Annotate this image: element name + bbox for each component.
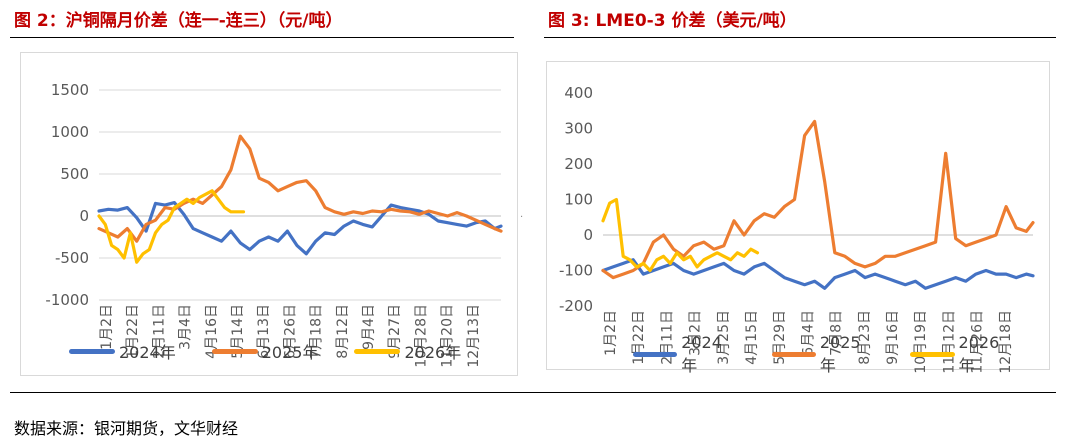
figure-2-legend: 2024年 2025年 2026年	[69, 339, 497, 363]
y-tick-label: 200	[564, 155, 593, 173]
y-tick-label: -100	[559, 262, 593, 280]
series-line-2025年	[97, 134, 503, 243]
figure-2-plot: 1500 1000 500 0 -500 -1000 1月2日 1月22日 2月11日 3月4日 4…	[45, 81, 503, 368]
x-tick-label: 11月20日	[440, 304, 456, 368]
bottom-rule	[10, 392, 1056, 393]
legend-swatch-2025	[771, 352, 816, 357]
x-tick-label: 7月18日	[309, 304, 325, 359]
figure-3-title: 图 3: LME0-3 价差（美元/吨）	[548, 11, 797, 31]
figure-3-legend: 2024年 2025年 2026年	[633, 333, 1049, 376]
legend-label-2024: 2024年	[681, 333, 722, 375]
series-line-2025年	[601, 119, 1035, 280]
paragraph-mark: ·	[520, 212, 524, 223]
x-tick-label: 6月13日	[256, 304, 272, 359]
legend-swatch-2026	[910, 352, 955, 357]
legend-item-2026: 2026年	[910, 333, 1013, 376]
y-tick-label: -500	[55, 249, 89, 267]
y-tick-label: 400	[564, 84, 593, 102]
x-tick-label: 8月23日	[857, 310, 873, 365]
x-tick-label: 11月12日	[941, 310, 957, 374]
x-tick-label: 9月16日	[885, 310, 901, 365]
y-tick-label: -200	[559, 297, 593, 315]
y-tick-label: -1000	[45, 291, 89, 309]
series-line-2026年	[601, 197, 760, 273]
legend-item-2024: 2024年	[69, 339, 176, 363]
y-tick-label: 500	[60, 165, 89, 183]
legend-swatch-2024	[69, 348, 115, 354]
figure-2-chart: 1500 1000 500 0 -500 -1000 1月2日 1月22日 2月11日 3月4日 4…	[20, 52, 518, 376]
legend-label-2024: 2024年	[119, 343, 176, 362]
x-tick-label: 5月14日	[230, 304, 246, 359]
x-tick-label: 5月29日	[772, 310, 788, 365]
x-tick-label: 12月18日	[998, 310, 1014, 374]
series-line-2024年	[601, 258, 1035, 290]
legend-label-2025: 2025年	[819, 333, 861, 375]
x-tick-label: 9月27日	[387, 304, 403, 359]
y-tick-label: 0	[583, 226, 593, 244]
legend-label-2026: 2026年	[958, 333, 1000, 375]
figure-3-title-rule	[544, 37, 1056, 38]
legend-item-2025: 2025年	[211, 339, 319, 363]
series-line-2024年	[97, 201, 503, 256]
x-tick-label: 2月11日	[151, 304, 167, 359]
x-tick-label: 6月26日	[282, 304, 298, 359]
x-tick-label: 1月2日	[99, 304, 115, 350]
x-tick-label: 4月16日	[204, 304, 220, 359]
x-tick-label: 1月22日	[125, 304, 141, 359]
y-tick-label: 100	[564, 191, 593, 209]
figure-2-title-rule	[10, 37, 514, 38]
legend-swatch-2026	[354, 348, 401, 354]
x-tick-label: 3月2日	[688, 310, 704, 356]
source-note: 数据来源：银河期货，文华财经	[14, 419, 239, 438]
figure-3-chart: 400 300 200 100 0 -100 -200 1月2日 1月22日 2月11日 3月2日 3…	[546, 61, 1050, 375]
y-tick-label: 1500	[51, 81, 89, 99]
x-tick-label: 3月25日	[716, 310, 732, 365]
y-tick-label: 0	[79, 207, 89, 225]
x-tick-label: 4月15日	[744, 310, 760, 365]
figure-3-plot: 400 300 200 100 0 -100 -200 1月2日 1月22日 2月11日 3月2日 3…	[559, 84, 1035, 374]
x-tick-label: 6月4日	[800, 310, 816, 356]
x-tick-label: 10月19日	[913, 310, 929, 374]
x-tick-label: 10月28日	[413, 304, 429, 368]
legend-swatch-2024	[633, 352, 678, 357]
y-tick-label: 300	[564, 120, 593, 138]
legend-item-2025: 2025年	[771, 333, 875, 376]
x-tick-label: 12月13日	[466, 304, 482, 368]
x-tick-label: 8月12日	[335, 304, 351, 359]
x-tick-label: 11月26日	[970, 310, 986, 374]
legend-item-2026: 2026年	[354, 339, 461, 363]
figure-2-title: 图 2：沪铜隔月价差（连一-连三）（元/吨）	[14, 11, 343, 31]
legend-label-2025: 2025年	[261, 343, 319, 362]
x-tick-label: 9月4日	[361, 304, 377, 350]
x-tick-label: 2月11日	[659, 310, 675, 365]
legend-item-2024: 2024年	[633, 333, 736, 376]
series-line-2026年	[97, 189, 246, 264]
x-tick-label: 1月22日	[631, 310, 647, 365]
y-tick-label: 1000	[51, 123, 89, 141]
x-tick-label: 1月2日	[603, 310, 619, 356]
legend-label-2026: 2026年	[404, 343, 462, 362]
x-tick-label: 7月8日	[829, 310, 845, 356]
x-tick-label: 3月4日	[178, 304, 194, 350]
legend-swatch-2025	[211, 348, 258, 354]
